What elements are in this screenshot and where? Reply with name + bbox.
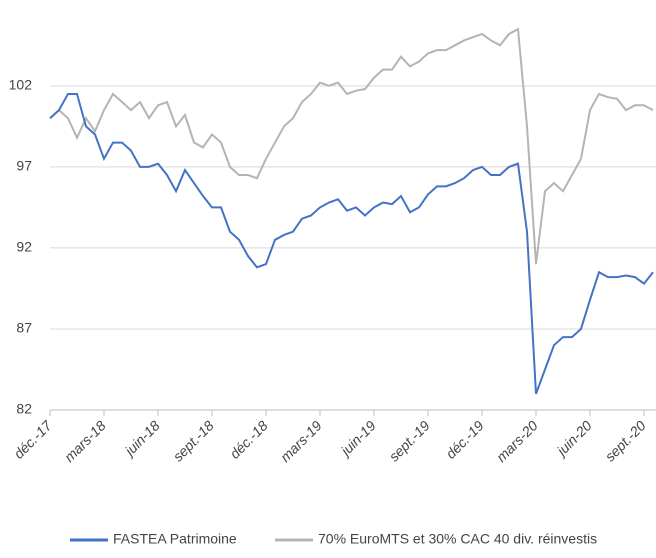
y-tick-label: 92 <box>16 239 32 255</box>
x-tick-label: déc.-19 <box>442 417 486 461</box>
legend-label: 70% EuroMTS et 30% CAC 40 div. réinvesti… <box>318 531 597 547</box>
y-tick-label: 102 <box>9 77 33 93</box>
x-tick-label: mars-20 <box>493 417 541 465</box>
x-tick-label: sept.-18 <box>170 417 217 464</box>
y-tick-label: 82 <box>16 401 32 417</box>
x-tick-label: sept.-20 <box>602 417 649 464</box>
x-tick-label: juin-20 <box>552 417 595 460</box>
x-tick-label: mars-18 <box>61 417 109 465</box>
line-series <box>49 92 654 395</box>
x-tick-label: déc.-17 <box>10 417 55 462</box>
x-tick-label: mars-19 <box>277 417 325 465</box>
x-tick-label: sept.-19 <box>386 417 433 464</box>
y-tick-label: 97 <box>16 158 32 174</box>
y-tick-label: 87 <box>16 320 32 336</box>
x-tick-label: juin-18 <box>120 417 163 460</box>
legend-label: FASTEA Patrimoine <box>113 531 237 547</box>
x-tick-label: juin-19 <box>336 417 379 460</box>
x-tick-label: déc.-18 <box>226 417 270 461</box>
line-series <box>49 27 654 265</box>
